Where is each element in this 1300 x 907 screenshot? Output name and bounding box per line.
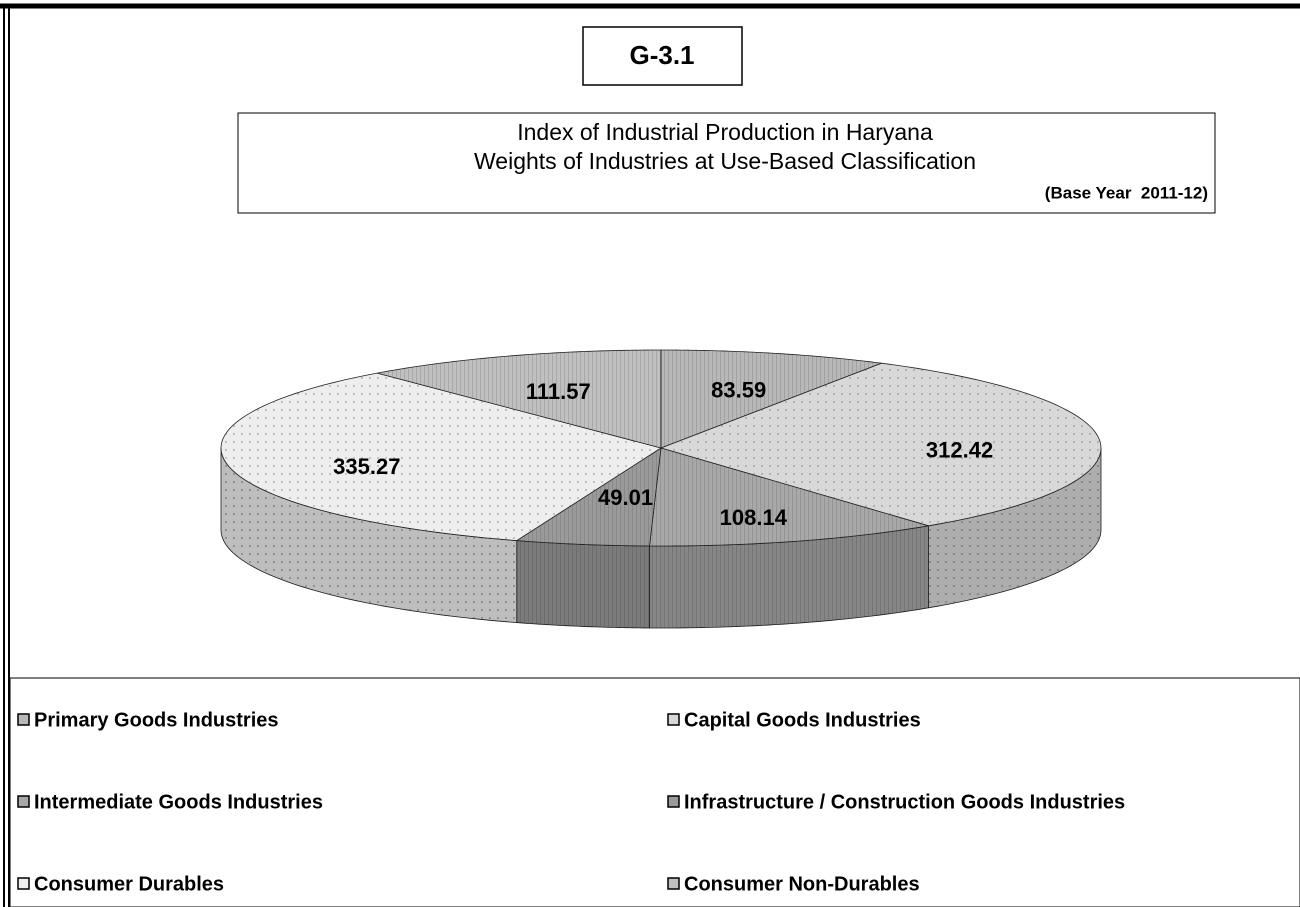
slice-texture [661, 363, 1101, 526]
chart-id: G-3.1 [629, 40, 694, 70]
legend-swatch [667, 877, 680, 890]
legend-swatch [17, 795, 30, 808]
data-label: 83.59 [711, 377, 766, 402]
slice-texture [661, 350, 882, 448]
slice-texture [649, 448, 929, 546]
legend-label: Intermediate Goods Industries [34, 791, 323, 813]
legend-swatch [667, 795, 680, 808]
slice-texture [516, 448, 661, 546]
chart-subtitle: Weights of Industries at Use-Based Class… [474, 148, 976, 174]
slice-texture [377, 350, 661, 448]
title-box [237, 112, 1216, 214]
pie: 83.59 312.42 108.14 49.01 335.27 111.57 [220, 349, 1102, 629]
data-label: 111.57 [526, 379, 591, 404]
legend-label: Primary Goods Industries [34, 709, 279, 731]
legend-swatch [667, 713, 680, 726]
slice-texture [221, 373, 661, 541]
legend-swatch [17, 877, 30, 890]
legend-label: Capital Goods Industries [684, 709, 921, 731]
legend-label: Infrastructure / Construction Goods Indu… [684, 791, 1125, 813]
chart-id-box [582, 26, 743, 86]
legend: Primary Goods Industries Capital Goods In… [17, 709, 1125, 895]
legend-swatch [17, 713, 30, 726]
data-label: 108.14 [720, 505, 788, 530]
legend-label: Consumer Non-Durables [684, 873, 920, 895]
legend-box [9, 677, 1300, 907]
slice-side-texture [649, 525, 929, 628]
legend-label: Consumer Durables [34, 873, 224, 895]
data-label: 335.27 [333, 454, 400, 479]
slice-side-texture [928, 448, 1101, 608]
slice-side-texture [221, 448, 517, 623]
slice-side-texture [516, 540, 650, 628]
data-label: 49.01 [598, 485, 653, 510]
data-label: 312.42 [926, 438, 993, 463]
chart-note: (Base Year 2011-12) [1045, 183, 1208, 202]
chart-title: Index of Industrial Production in Haryan… [517, 119, 933, 145]
